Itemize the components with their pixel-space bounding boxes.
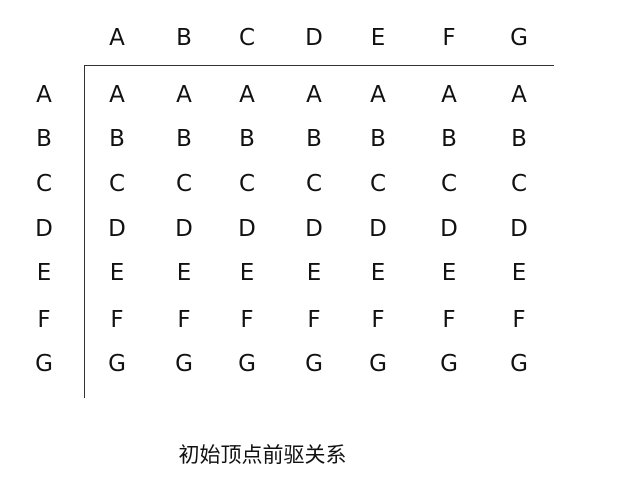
matrix-cell: D xyxy=(440,215,458,242)
matrix-cell: C xyxy=(305,170,323,197)
matrix-cell: F xyxy=(240,306,254,333)
matrix-cell: C xyxy=(175,170,193,197)
matrix-cell: F xyxy=(110,306,124,333)
matrix-cell: G xyxy=(440,350,458,377)
matrix-cell: D xyxy=(369,215,387,242)
matrix-cell: A xyxy=(511,81,527,108)
row-header: F xyxy=(37,306,51,333)
matrix-cell: E xyxy=(370,259,386,286)
column-header: A xyxy=(109,24,125,51)
matrix-cell: G xyxy=(510,350,528,377)
matrix-cell: G xyxy=(305,350,323,377)
matrix-cell: B xyxy=(109,125,125,152)
matrix-cell: C xyxy=(440,170,458,197)
matrix-cell: B xyxy=(306,125,322,152)
matrix-cell: E xyxy=(109,259,125,286)
matrix-cell: B xyxy=(441,125,457,152)
matrix-top-rule xyxy=(84,65,554,66)
row-header: E xyxy=(36,259,52,286)
matrix-cell: F xyxy=(512,306,526,333)
matrix-cell: G xyxy=(369,350,387,377)
matrix-cell: E xyxy=(441,259,457,286)
matrix-cell: D xyxy=(108,215,126,242)
matrix-cell: D xyxy=(510,215,528,242)
matrix-cell: C xyxy=(510,170,528,197)
matrix-cell: D xyxy=(238,215,256,242)
matrix-cell: G xyxy=(108,350,126,377)
matrix-cell: C xyxy=(108,170,126,197)
row-header: A xyxy=(36,81,52,108)
matrix-cell: E xyxy=(239,259,255,286)
column-header: B xyxy=(176,24,192,51)
matrix-cell: F xyxy=(442,306,456,333)
matrix-cell: E xyxy=(176,259,192,286)
row-header: C xyxy=(35,170,53,197)
matrix-cell: C xyxy=(238,170,256,197)
matrix-cell: B xyxy=(511,125,527,152)
matrix-cell: A xyxy=(239,81,255,108)
matrix-cell: B xyxy=(370,125,386,152)
column-header: D xyxy=(305,24,323,51)
matrix-cell: A xyxy=(176,81,192,108)
matrix-cell: A xyxy=(306,81,322,108)
matrix-cell: B xyxy=(239,125,255,152)
matrix-cell: F xyxy=(371,306,385,333)
matrix-cell: C xyxy=(369,170,387,197)
matrix-cell: G xyxy=(175,350,193,377)
row-header: D xyxy=(35,215,53,242)
matrix-cell: B xyxy=(176,125,192,152)
matrix-cell: F xyxy=(307,306,321,333)
matrix-left-rule xyxy=(84,65,85,398)
matrix-cell: D xyxy=(305,215,323,242)
row-header: G xyxy=(35,350,53,377)
matrix-cell: G xyxy=(238,350,256,377)
matrix-caption: 初始顶点前驱关系 xyxy=(178,443,347,467)
matrix-cell: F xyxy=(177,306,191,333)
matrix-cell: D xyxy=(175,215,193,242)
matrix-cell: A xyxy=(370,81,386,108)
column-header: C xyxy=(238,24,256,51)
row-header: B xyxy=(36,125,52,152)
matrix-cell: A xyxy=(109,81,125,108)
matrix-cell: E xyxy=(511,259,527,286)
matrix-cell: E xyxy=(306,259,322,286)
matrix-cell: A xyxy=(441,81,457,108)
column-header: E xyxy=(370,24,386,51)
column-header: G xyxy=(510,24,528,51)
column-header: F xyxy=(442,24,456,51)
